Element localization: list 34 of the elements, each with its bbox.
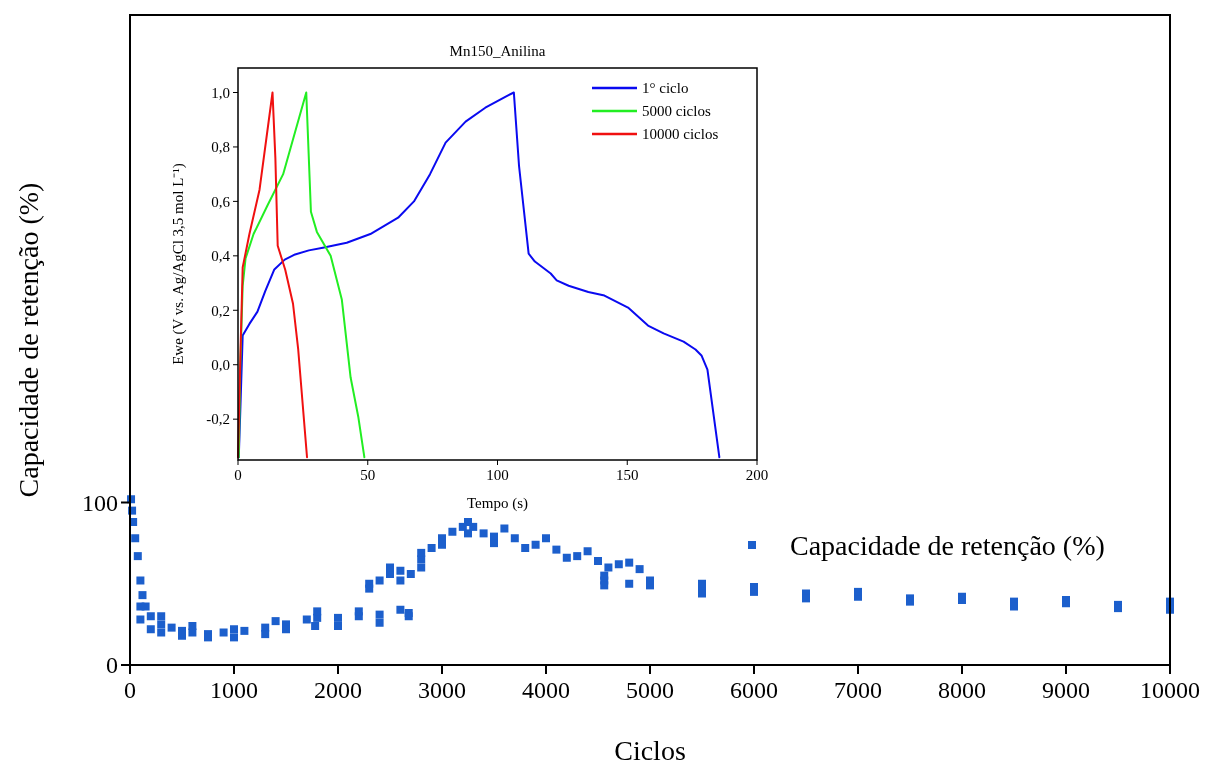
x-tick-label: 50 — [360, 467, 376, 483]
y-tick-label: 0,0 — [211, 356, 230, 373]
line-series — [237, 91, 309, 459]
legend-label: 10000 ciclos — [642, 126, 719, 143]
y-tick-label: 0,6 — [211, 193, 231, 210]
x-tick-label: 4000 — [522, 677, 570, 703]
legend-label: 5000 ciclos — [642, 103, 711, 120]
y-tick-label: 0,8 — [211, 139, 230, 156]
legend-label: 1° ciclo — [642, 80, 689, 97]
x-tick-label: 9000 — [1042, 677, 1090, 703]
x-tick-label: 200 — [745, 467, 769, 483]
x-tick-label: 100 — [486, 467, 509, 483]
x-tick-label: 0 — [124, 677, 136, 703]
x-tick-label: 1000 — [210, 677, 258, 703]
x-axis-title: Tempo (s) — [466, 495, 529, 512]
y-tick-label: 0,4 — [211, 248, 231, 265]
line-series — [237, 91, 721, 459]
x-tick-label: 7000 — [834, 677, 882, 703]
x-tick-label: 5000 — [626, 677, 674, 703]
chart-title: Mn150_Anilina — [449, 43, 546, 59]
x-tick-label: 150 — [616, 467, 639, 483]
y-tick-label: 0,2 — [211, 302, 230, 319]
x-tick-label: 10000 — [1140, 677, 1200, 703]
y-axis-title: Ewe (V vs. Ag/AgCl 3,5 mol L⁻¹) — [170, 163, 187, 365]
x-axis-title: Ciclos — [614, 735, 686, 766]
legend-label: Capacidade de retenção (%) — [790, 529, 1105, 561]
x-tick-label: 3000 — [418, 677, 466, 703]
x-tick-label: 8000 — [938, 677, 986, 703]
y-tick-label: 1,0 — [211, 84, 230, 101]
y-axis-title: Capacidade de retenção (%) — [13, 182, 44, 498]
x-tick-label: 2000 — [314, 677, 362, 703]
x-tick-label: 6000 — [730, 677, 778, 703]
x-tick-label: 0 — [234, 467, 242, 483]
y-tick-label: -0,2 — [206, 411, 230, 428]
